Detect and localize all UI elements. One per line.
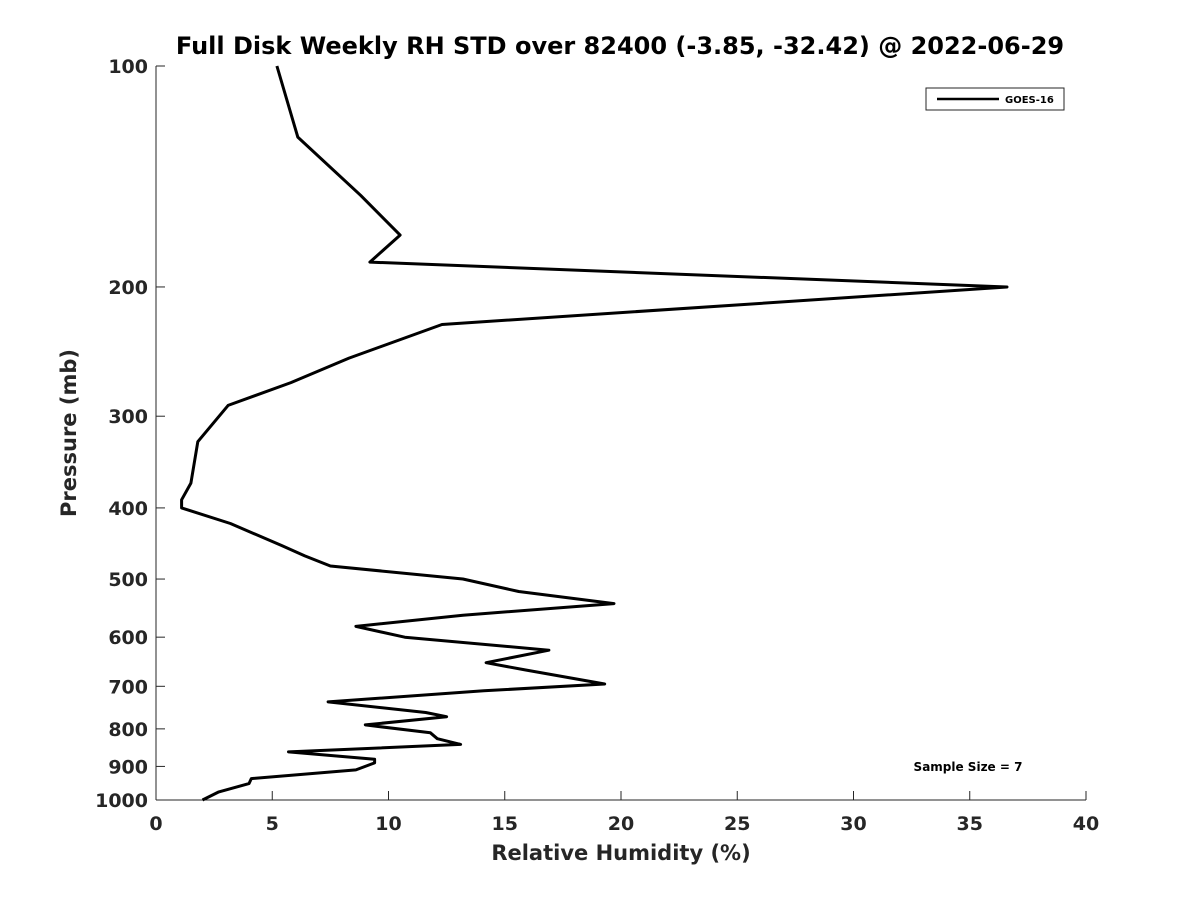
x-tick-label: 20	[608, 813, 634, 835]
y-tick-label: 400	[108, 498, 148, 520]
y-tick-label: 900	[108, 756, 148, 778]
x-tick-label: 40	[1073, 813, 1099, 835]
x-tick-label: 35	[957, 813, 983, 835]
x-axis-label: Relative Humidity (%)	[491, 841, 750, 865]
x-ticks: 0 5 10 15 20 25 30 35 40	[149, 791, 1099, 835]
x-tick-label: 15	[492, 813, 518, 835]
y-axis-label: Pressure (mb)	[57, 349, 81, 517]
y-tick-label: 500	[108, 569, 148, 591]
x-tick-label: 5	[266, 813, 279, 835]
y-tick-label: 1000	[95, 790, 148, 812]
x-tick-label: 30	[840, 813, 866, 835]
y-tick-label: 300	[108, 406, 148, 428]
y-tick-label: 200	[108, 277, 148, 299]
y-tick-label: 800	[108, 719, 148, 741]
y-tick-label: 100	[108, 56, 148, 78]
legend-label-goes-16: GOES-16	[1005, 95, 1054, 106]
y-tick-label: 600	[108, 627, 148, 649]
x-tick-label: 25	[724, 813, 750, 835]
axes	[155, 66, 1086, 801]
series-line-goes-16	[180, 65, 1009, 802]
y-ticks: 100 200 300 400 500 600 700 800 900 1000	[95, 56, 165, 812]
x-tick-label: 0	[149, 813, 162, 835]
chart-title: Full Disk Weekly RH STD over 82400 (-3.8…	[176, 32, 1064, 60]
x-tick-label: 10	[375, 813, 401, 835]
legend: GOES-16	[925, 87, 1065, 111]
y-tick-label: 700	[108, 676, 148, 698]
series-layer	[180, 65, 1009, 802]
sample-size-annotation: Sample Size = 7	[914, 760, 1023, 774]
